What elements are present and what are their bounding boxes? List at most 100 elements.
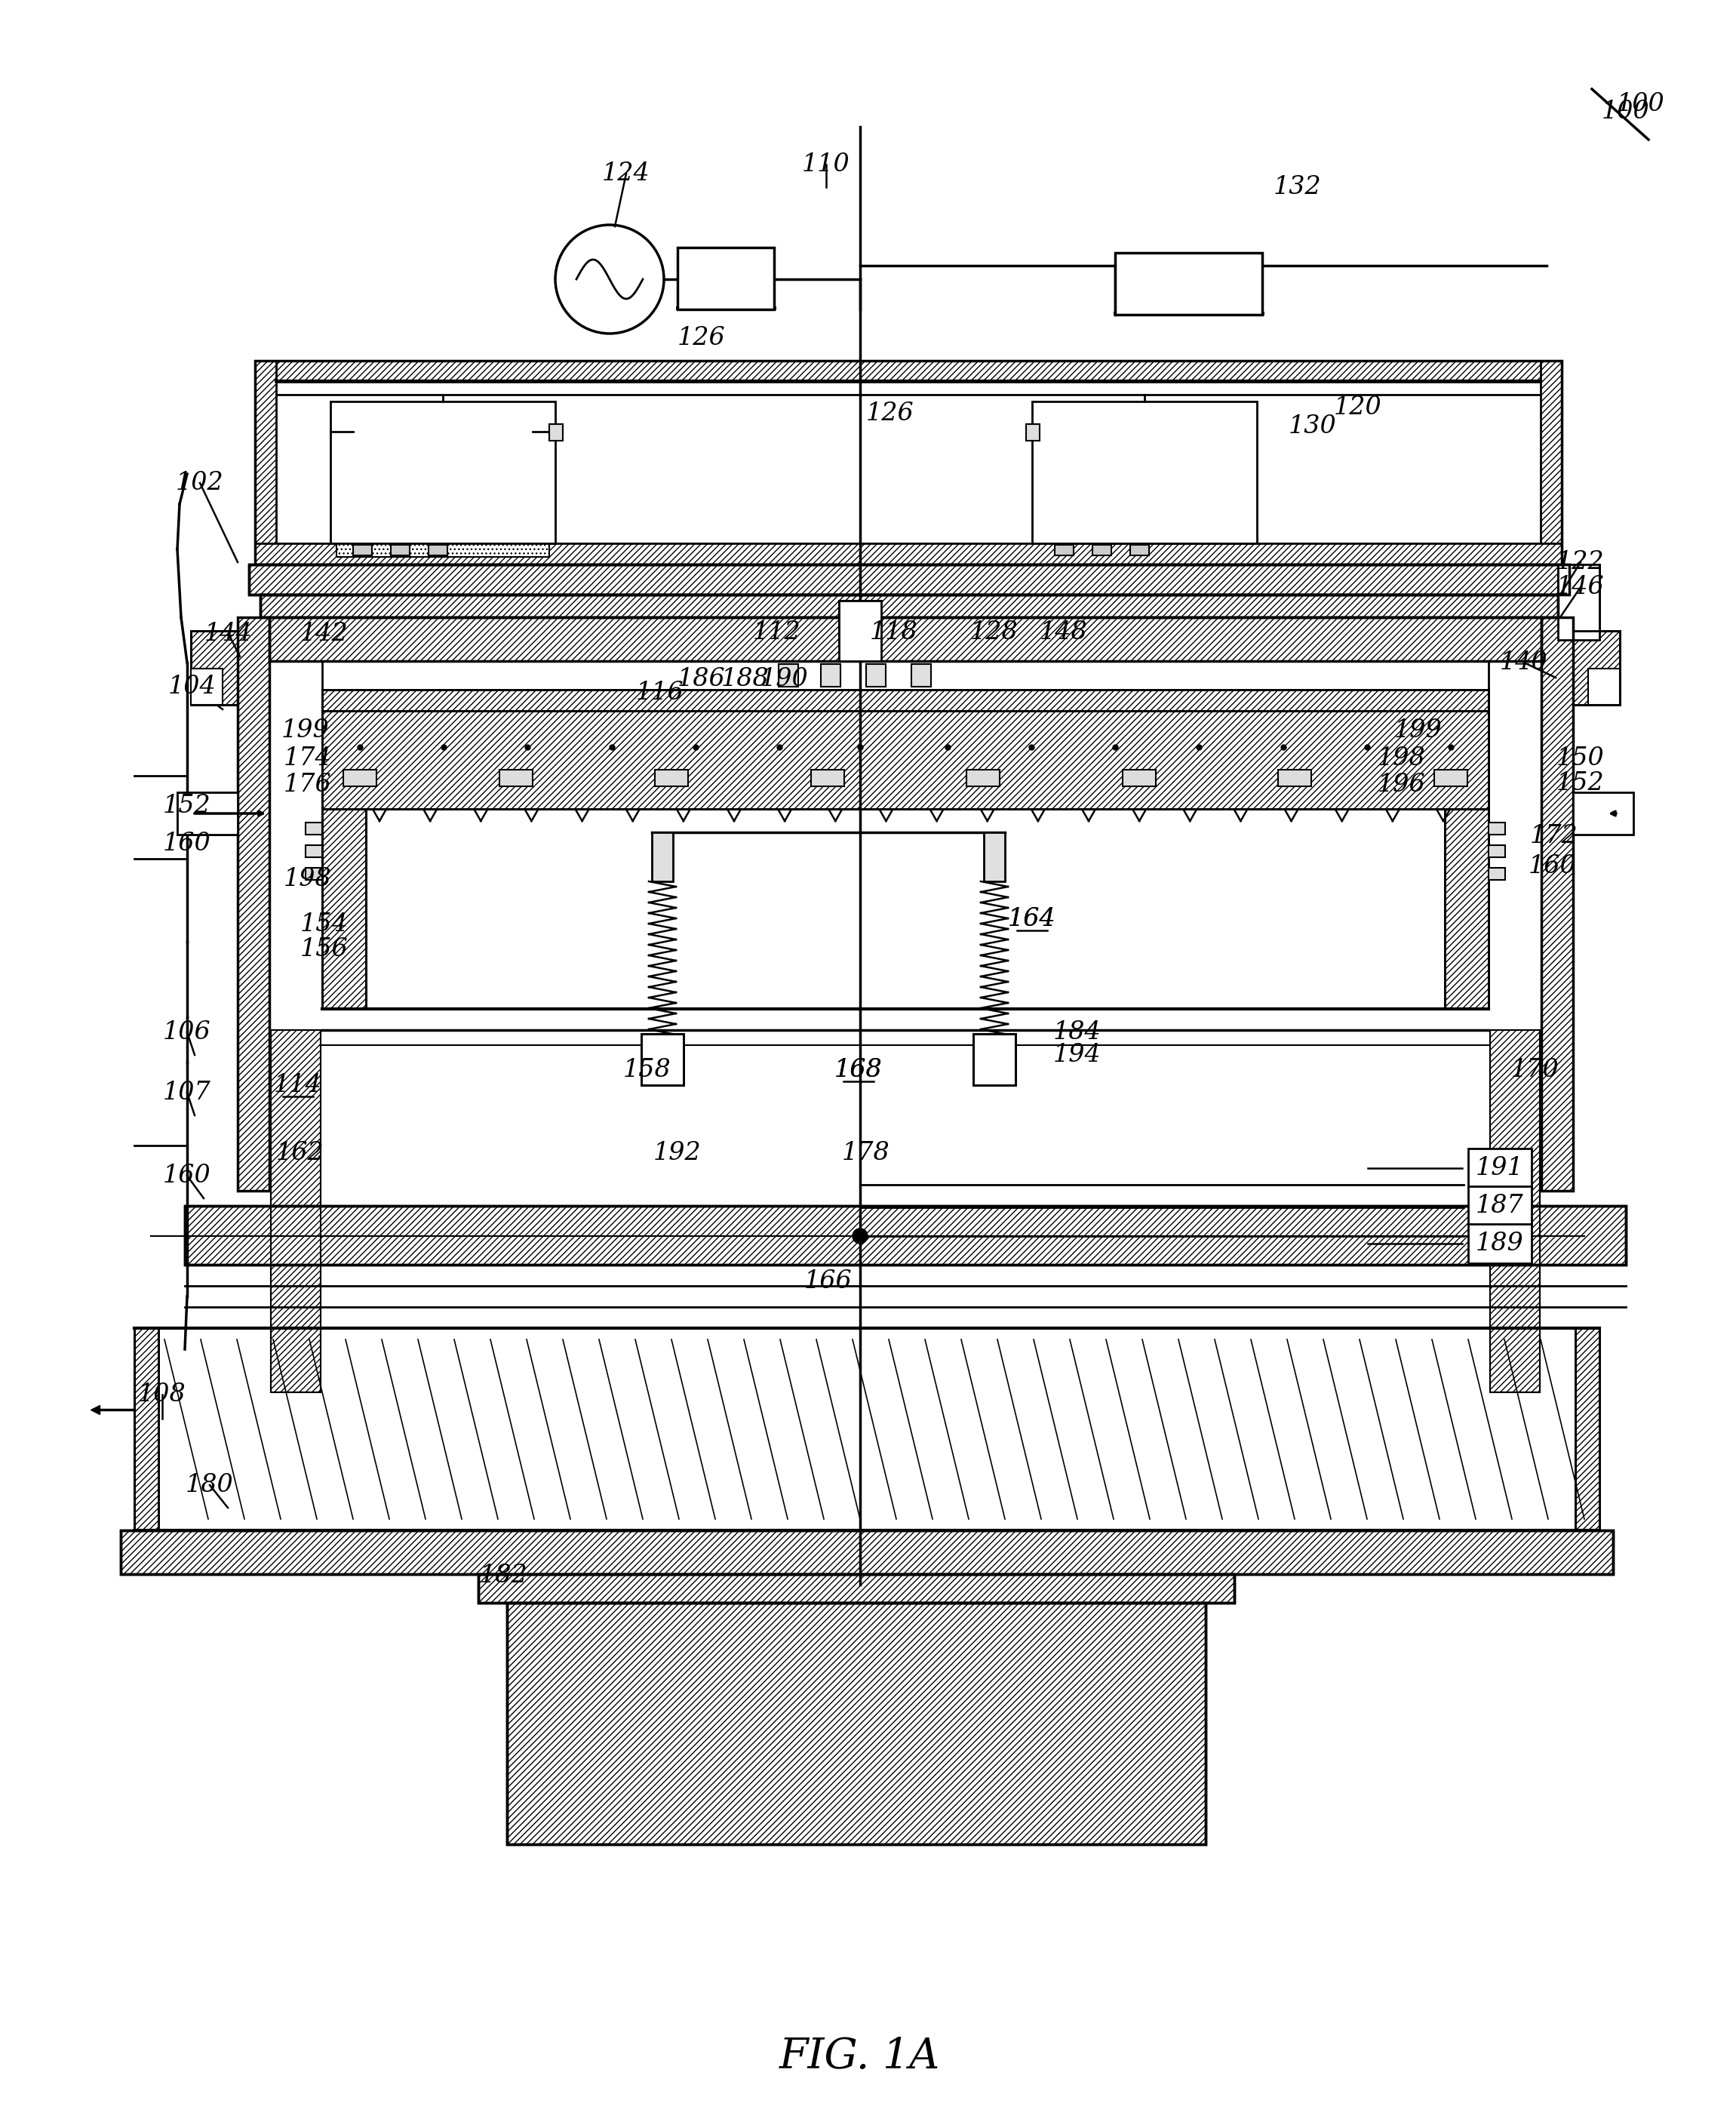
Bar bbox=[500, 769, 533, 786]
Bar bbox=[1542, 616, 1573, 1190]
Bar bbox=[177, 793, 238, 835]
Bar bbox=[352, 544, 372, 555]
Bar bbox=[654, 769, 687, 786]
Bar bbox=[271, 1031, 321, 1392]
Bar bbox=[1092, 544, 1111, 555]
Bar bbox=[967, 769, 1000, 786]
Bar bbox=[641, 1035, 684, 1086]
Bar bbox=[1488, 846, 1505, 856]
Text: 189: 189 bbox=[1476, 1232, 1524, 1256]
Bar bbox=[323, 712, 1488, 810]
Text: 164: 164 bbox=[1009, 907, 1055, 931]
Text: 170: 170 bbox=[1512, 1058, 1559, 1082]
Bar bbox=[1588, 669, 1620, 706]
Bar bbox=[641, 1035, 684, 1086]
Bar bbox=[255, 544, 1562, 565]
Text: 191: 191 bbox=[1476, 1156, 1524, 1179]
Text: 160: 160 bbox=[163, 1165, 212, 1188]
Bar bbox=[1557, 565, 1599, 640]
Text: 176: 176 bbox=[283, 773, 332, 797]
Text: 126: 126 bbox=[866, 402, 915, 425]
Bar bbox=[344, 769, 377, 786]
Text: 132: 132 bbox=[1274, 174, 1321, 200]
Circle shape bbox=[852, 1228, 868, 1243]
Text: 198: 198 bbox=[1378, 746, 1425, 771]
Text: 194: 194 bbox=[1054, 1043, 1101, 1067]
Bar bbox=[677, 246, 774, 310]
Bar bbox=[1055, 544, 1073, 555]
Bar bbox=[269, 616, 1542, 661]
Bar bbox=[306, 822, 323, 835]
Bar bbox=[866, 663, 885, 686]
Bar bbox=[549, 425, 562, 440]
Bar bbox=[134, 1328, 158, 1530]
Bar bbox=[1130, 544, 1149, 555]
Bar bbox=[1026, 425, 1040, 440]
Bar bbox=[238, 616, 269, 1190]
Bar bbox=[260, 595, 1557, 616]
Bar bbox=[1488, 822, 1505, 835]
Bar bbox=[323, 810, 366, 1009]
Bar bbox=[255, 361, 276, 565]
Text: 146: 146 bbox=[1557, 576, 1604, 599]
Bar bbox=[260, 595, 1557, 616]
Text: 174: 174 bbox=[283, 746, 332, 771]
Text: 152: 152 bbox=[163, 795, 212, 818]
Bar bbox=[507, 1602, 1205, 1844]
Text: 107: 107 bbox=[163, 1082, 212, 1105]
Text: 116: 116 bbox=[635, 680, 684, 706]
Bar bbox=[184, 1205, 1627, 1264]
Bar bbox=[177, 793, 238, 835]
Bar bbox=[1575, 1328, 1599, 1530]
Bar bbox=[337, 544, 549, 557]
Text: 152: 152 bbox=[1557, 771, 1604, 795]
Bar bbox=[1123, 769, 1156, 786]
Bar bbox=[507, 1602, 1205, 1844]
Bar bbox=[1489, 1031, 1540, 1392]
Bar bbox=[191, 631, 238, 706]
Bar bbox=[984, 833, 1005, 882]
Text: 114: 114 bbox=[274, 1073, 323, 1096]
Bar bbox=[1575, 1328, 1599, 1530]
Text: 196: 196 bbox=[1378, 773, 1425, 797]
Bar bbox=[821, 663, 840, 686]
Text: 168: 168 bbox=[835, 1058, 882, 1082]
Text: 126: 126 bbox=[677, 325, 726, 351]
Text: 118: 118 bbox=[870, 620, 918, 644]
Text: 106: 106 bbox=[163, 1020, 212, 1043]
Bar bbox=[271, 1031, 321, 1392]
Bar bbox=[1573, 631, 1620, 706]
Bar bbox=[838, 601, 882, 661]
Bar bbox=[479, 1575, 1234, 1602]
Bar bbox=[255, 361, 1562, 382]
Bar bbox=[1033, 402, 1257, 544]
Bar bbox=[323, 712, 1488, 810]
Text: 122: 122 bbox=[1557, 550, 1604, 574]
Bar bbox=[1540, 361, 1562, 565]
Bar bbox=[1434, 769, 1467, 786]
Text: 150: 150 bbox=[1557, 746, 1604, 771]
Bar bbox=[269, 616, 1542, 661]
Text: 199: 199 bbox=[281, 718, 330, 742]
Text: 130: 130 bbox=[1288, 414, 1337, 438]
Bar bbox=[306, 867, 323, 880]
Text: 162: 162 bbox=[276, 1141, 325, 1165]
Text: 166: 166 bbox=[804, 1269, 852, 1294]
Text: 199: 199 bbox=[1394, 718, 1443, 742]
Bar bbox=[191, 631, 238, 706]
Bar bbox=[1444, 810, 1488, 1009]
Text: 156: 156 bbox=[300, 937, 349, 961]
Bar bbox=[323, 691, 1488, 712]
Bar bbox=[391, 544, 410, 555]
Bar bbox=[429, 544, 448, 555]
Text: 192: 192 bbox=[653, 1141, 701, 1165]
Text: 188: 188 bbox=[722, 667, 769, 691]
Text: 160: 160 bbox=[1529, 854, 1576, 878]
Bar bbox=[330, 402, 556, 544]
Bar bbox=[255, 361, 1562, 565]
Text: 100: 100 bbox=[1602, 100, 1649, 123]
Text: 182: 182 bbox=[479, 1564, 528, 1587]
Bar bbox=[248, 565, 1569, 595]
Text: 180: 180 bbox=[186, 1473, 234, 1498]
Bar bbox=[191, 669, 222, 706]
